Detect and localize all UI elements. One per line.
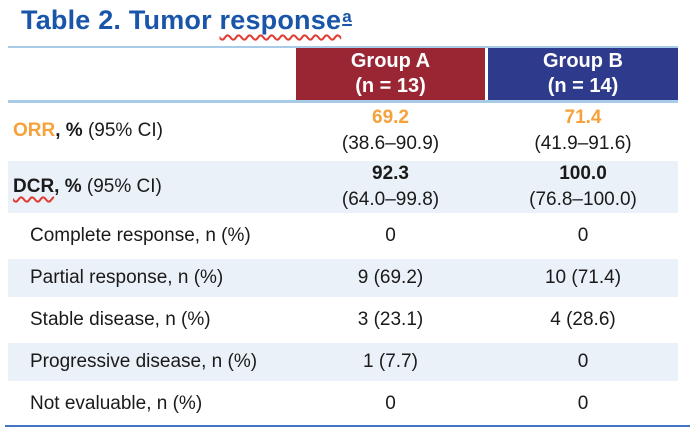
not-evaluable-group-b: 0 [577,393,589,414]
orr-unit: , % [55,120,83,141]
stable-disease-group-b: 4 (28.6) [550,309,616,330]
group-a-name: Group A [350,50,431,72]
table-bottom-rule [5,425,690,427]
orr-term: ORR [13,120,56,141]
table-row-complete-response: Complete response, n (%) 0 0 [8,215,678,257]
table-row-stable-disease: Stable disease, n (%) 3 (23.1) 4 (28.6) [8,299,678,341]
dcr-group-a-value: 92.3 [372,163,409,184]
table-title: Table 2. Tumor responsea [21,5,352,36]
dcr-ci-label: (95% CI) [81,176,162,197]
row-label-partial-response: Partial response, n (%) [30,267,224,288]
header-group-a-cell: Group A (n = 13) [296,48,485,100]
table-row-dcr: DCR, % (95% CI) 92.3 (64.0–99.8) 100.0 (… [8,159,678,215]
dcr-group-b-ci: (76.8–100.0) [529,189,637,210]
table-row-progressive-disease: Progressive disease, n (%) 1 (7.7) 0 [8,341,678,383]
orr-group-a-cell: 69.2 (38.6–90.9) [296,105,485,157]
stable-disease-group-a: 3 (23.1) [357,309,424,330]
complete-response-group-b: 0 [577,225,589,246]
dcr-group-a-ci: (64.0–99.8) [341,189,440,210]
row-label-complete-response: Complete response, n (%) [30,225,251,246]
progressive-disease-group-a: 1 (7.7) [363,351,418,372]
dcr-group-b-value: 100.0 [559,163,607,184]
row-label-progressive-disease: Progressive disease, n (%) [30,351,258,372]
group-a-n: (n = 13) [355,75,426,97]
partial-response-group-b: 10 (71.4) [544,267,622,288]
row-label-orr: ORR, % (95% CI) [8,120,296,142]
header-empty-cell [8,48,296,100]
orr-group-b-value: 71.4 [564,107,602,128]
orr-ci-label: (95% CI) [82,120,163,141]
progressive-disease-group-b: 0 [577,351,589,372]
orr-group-a-value: 69.2 [372,107,409,128]
orr-group-b-cell: 71.4 (41.9–91.6) [488,105,678,157]
tumor-response-table: Group A (n = 13) Group B (n = 14) ORR, %… [8,46,678,425]
orr-group-a-ci: (38.6–90.9) [341,133,440,154]
group-b-n: (n = 14) [547,75,619,97]
table-row-partial-response: Partial response, n (%) 9 (69.2) 10 (71.… [8,257,678,299]
row-label-stable-disease: Stable disease, n (%) [30,309,211,330]
table-row-orr: ORR, % (95% CI) 69.2 (38.6–90.9) 71.4 (4… [8,103,678,159]
table-header-row: Group A (n = 13) Group B (n = 14) [8,46,678,103]
dcr-group-a-cell: 92.3 (64.0–99.8) [296,161,485,213]
dcr-unit: , % [54,176,82,197]
header-group-b-cell: Group B (n = 14) [488,48,678,100]
not-evaluable-group-a: 0 [385,393,396,414]
row-label-not-evaluable: Not evaluable, n (%) [30,393,203,414]
dcr-group-b-cell: 100.0 (76.8–100.0) [488,161,678,213]
table-title-misspelled-word: response [219,5,342,35]
row-label-dcr: DCR, % (95% CI) [8,176,296,198]
complete-response-group-a: 0 [385,225,396,246]
dcr-term: DCR [13,176,55,197]
partial-response-group-a: 9 (69.2) [357,267,424,288]
table-row-not-evaluable: Not evaluable, n (%) 0 0 [8,383,678,425]
header-column-gap [485,48,488,100]
orr-group-b-ci: (41.9–91.6) [534,133,632,154]
table-title-text: Table 2. Tumor [21,5,220,35]
group-b-name: Group B [543,50,623,72]
footnote-marker: a [342,7,352,26]
